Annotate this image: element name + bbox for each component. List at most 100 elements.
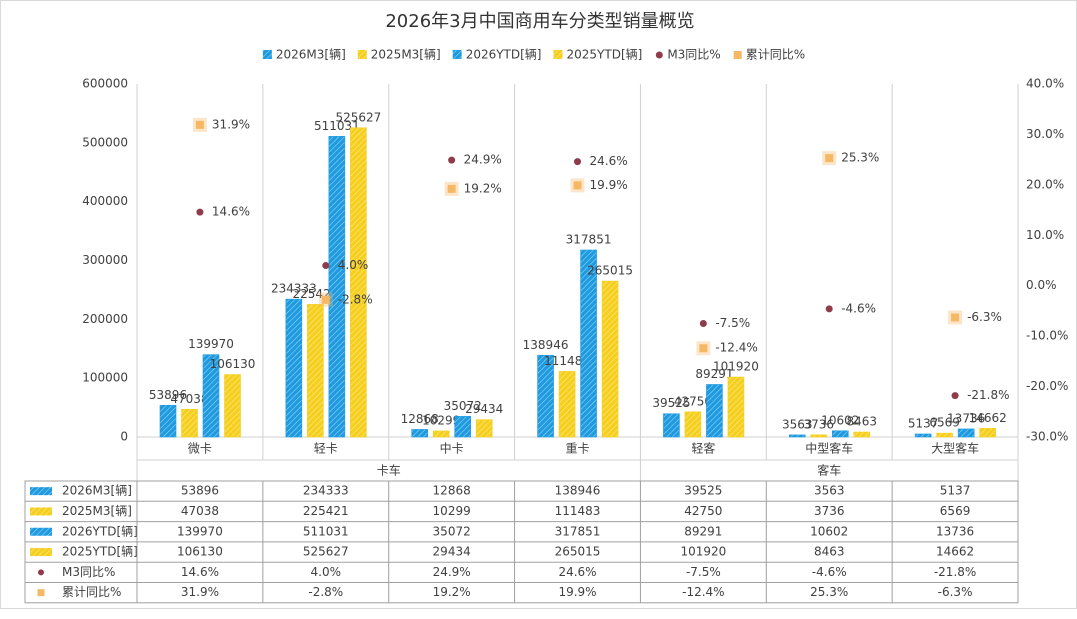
table-cell: 3563	[814, 484, 845, 498]
table-cell: 19.9%	[558, 585, 596, 599]
group-label: 客车	[817, 463, 841, 478]
bar	[558, 371, 576, 438]
data-label: -12.4%	[715, 341, 757, 355]
bar	[936, 432, 953, 438]
y2-tick-label: 40.0%	[1026, 77, 1064, 91]
x-tick-label: 大型客车	[931, 441, 979, 456]
table-cell: -4.6%	[812, 565, 847, 579]
data-label: 29434	[465, 402, 503, 416]
data-label: 42750	[674, 394, 712, 408]
table-cell: 14662	[936, 545, 974, 559]
bar	[202, 354, 220, 438]
data-label: 19.2%	[464, 181, 502, 195]
y-tick-label: 400000	[82, 194, 128, 208]
table-cell: 511031	[303, 524, 349, 538]
table-cell: 10299	[433, 504, 471, 518]
data-label: 12868	[401, 412, 439, 426]
table-row-label: 2025M3[辆]	[62, 504, 132, 518]
legend-swatch	[357, 50, 367, 59]
bar	[328, 136, 346, 438]
table-cell: 19.2%	[433, 585, 471, 599]
marker	[573, 181, 582, 190]
table-cell: -21.8%	[934, 565, 976, 579]
bar	[580, 249, 597, 438]
data-label: 14662	[969, 411, 1007, 425]
table-cell: 225421	[303, 504, 349, 518]
marker	[699, 320, 707, 328]
table-cell: 42750	[684, 504, 722, 518]
data-label: 10299	[422, 413, 460, 427]
y-tick-label: 300000	[82, 253, 128, 267]
marker	[825, 154, 834, 163]
y2-tick-label: -20.0%	[1026, 379, 1068, 393]
table-cell: 14.6%	[181, 565, 219, 579]
bar	[810, 434, 828, 438]
y-tick-label: 100000	[82, 371, 128, 385]
table-row-label: 累计同比%	[62, 585, 121, 599]
data-label: 10602	[821, 413, 859, 427]
table-row-label: 2026YTD[辆]	[62, 524, 138, 538]
bar	[411, 429, 429, 438]
bar	[684, 411, 702, 438]
table-row-label: 2026M3[辆]	[62, 484, 132, 498]
table-cell: 47038	[181, 504, 219, 518]
bar	[601, 280, 619, 438]
table-cell: 8463	[814, 545, 845, 559]
data-label: 106130	[210, 357, 256, 371]
data-label: 14.6%	[212, 205, 250, 219]
data-label: 47038	[170, 392, 208, 406]
marker	[825, 305, 833, 313]
table-cell: 265015	[555, 545, 601, 559]
legend-swatch	[262, 50, 272, 59]
table-cell: 31.9%	[181, 585, 219, 599]
marker	[196, 208, 204, 216]
data-label: 511031	[314, 119, 360, 133]
bar	[224, 374, 241, 438]
legend-label: 2026YTD[辆]	[466, 48, 542, 62]
table-cell: 12868	[433, 484, 471, 498]
data-label: 525627	[335, 110, 381, 124]
data-label: 25.3%	[841, 151, 879, 165]
legend-label: 2026M3[辆]	[276, 48, 346, 62]
legend-swatch	[553, 50, 563, 59]
data-label: 139970	[188, 337, 234, 351]
y2-tick-label: -10.0%	[1026, 329, 1068, 343]
data-label: 3736	[804, 417, 835, 431]
bar	[831, 430, 849, 438]
table-cell: 24.9%	[433, 565, 471, 579]
table-cell: 13736	[936, 524, 974, 538]
table-cell: -12.4%	[682, 585, 724, 599]
marker	[951, 392, 959, 400]
table-cell: 29434	[433, 545, 471, 559]
marker	[574, 158, 581, 166]
table-cell: 317851	[555, 524, 601, 538]
table-cell: 139970	[177, 524, 223, 538]
y-tick-label: 200000	[82, 312, 128, 326]
table-cell: 234333	[303, 484, 349, 498]
bar	[285, 298, 303, 438]
data-label: -6.3%	[967, 310, 1002, 324]
data-label: 101920	[713, 360, 759, 374]
table-cell: -6.3%	[938, 585, 973, 599]
data-label: 138946	[523, 338, 569, 352]
table-cell: 24.6%	[558, 565, 596, 579]
legend-label: 2025YTD[辆]	[567, 48, 643, 62]
bar	[537, 354, 554, 438]
y-tick-label: 600000	[82, 77, 128, 91]
table-swatch	[30, 527, 52, 536]
bar	[727, 376, 745, 438]
table-cell: 101920	[680, 545, 726, 559]
table-cell: 25.3%	[810, 585, 848, 599]
x-tick-label: 重卡	[565, 442, 589, 456]
x-tick-label: 轻客	[691, 441, 715, 456]
table-swatch	[37, 589, 45, 597]
y2-tick-label: 20.0%	[1026, 177, 1064, 191]
marker	[448, 156, 456, 164]
bar	[181, 409, 198, 438]
data-label: 265015	[587, 264, 633, 278]
y2-tick-label: 10.0%	[1026, 228, 1064, 242]
data-label: 234333	[271, 282, 317, 296]
bar	[788, 434, 806, 438]
legend-swatch	[655, 51, 663, 59]
